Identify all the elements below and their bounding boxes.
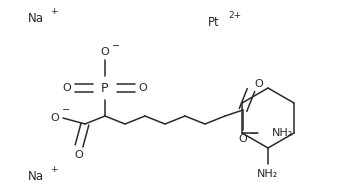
Text: O: O (51, 113, 59, 123)
Text: Na: Na (28, 11, 44, 24)
Text: O: O (63, 83, 71, 93)
Text: O: O (139, 83, 147, 93)
Text: O: O (101, 47, 109, 57)
Text: O: O (239, 134, 248, 144)
Text: −: − (112, 41, 120, 51)
Text: NH₂: NH₂ (272, 128, 293, 138)
Text: 2+: 2+ (228, 11, 241, 21)
Text: +: + (50, 8, 57, 16)
Text: O: O (74, 150, 83, 160)
Text: −: − (250, 129, 258, 139)
Text: Pt: Pt (208, 16, 220, 29)
Text: P: P (101, 81, 109, 94)
Text: +: + (50, 165, 57, 174)
Text: O: O (255, 79, 264, 89)
Text: Na: Na (28, 170, 44, 183)
Text: NH₂: NH₂ (257, 169, 278, 179)
Text: −: − (62, 105, 70, 115)
